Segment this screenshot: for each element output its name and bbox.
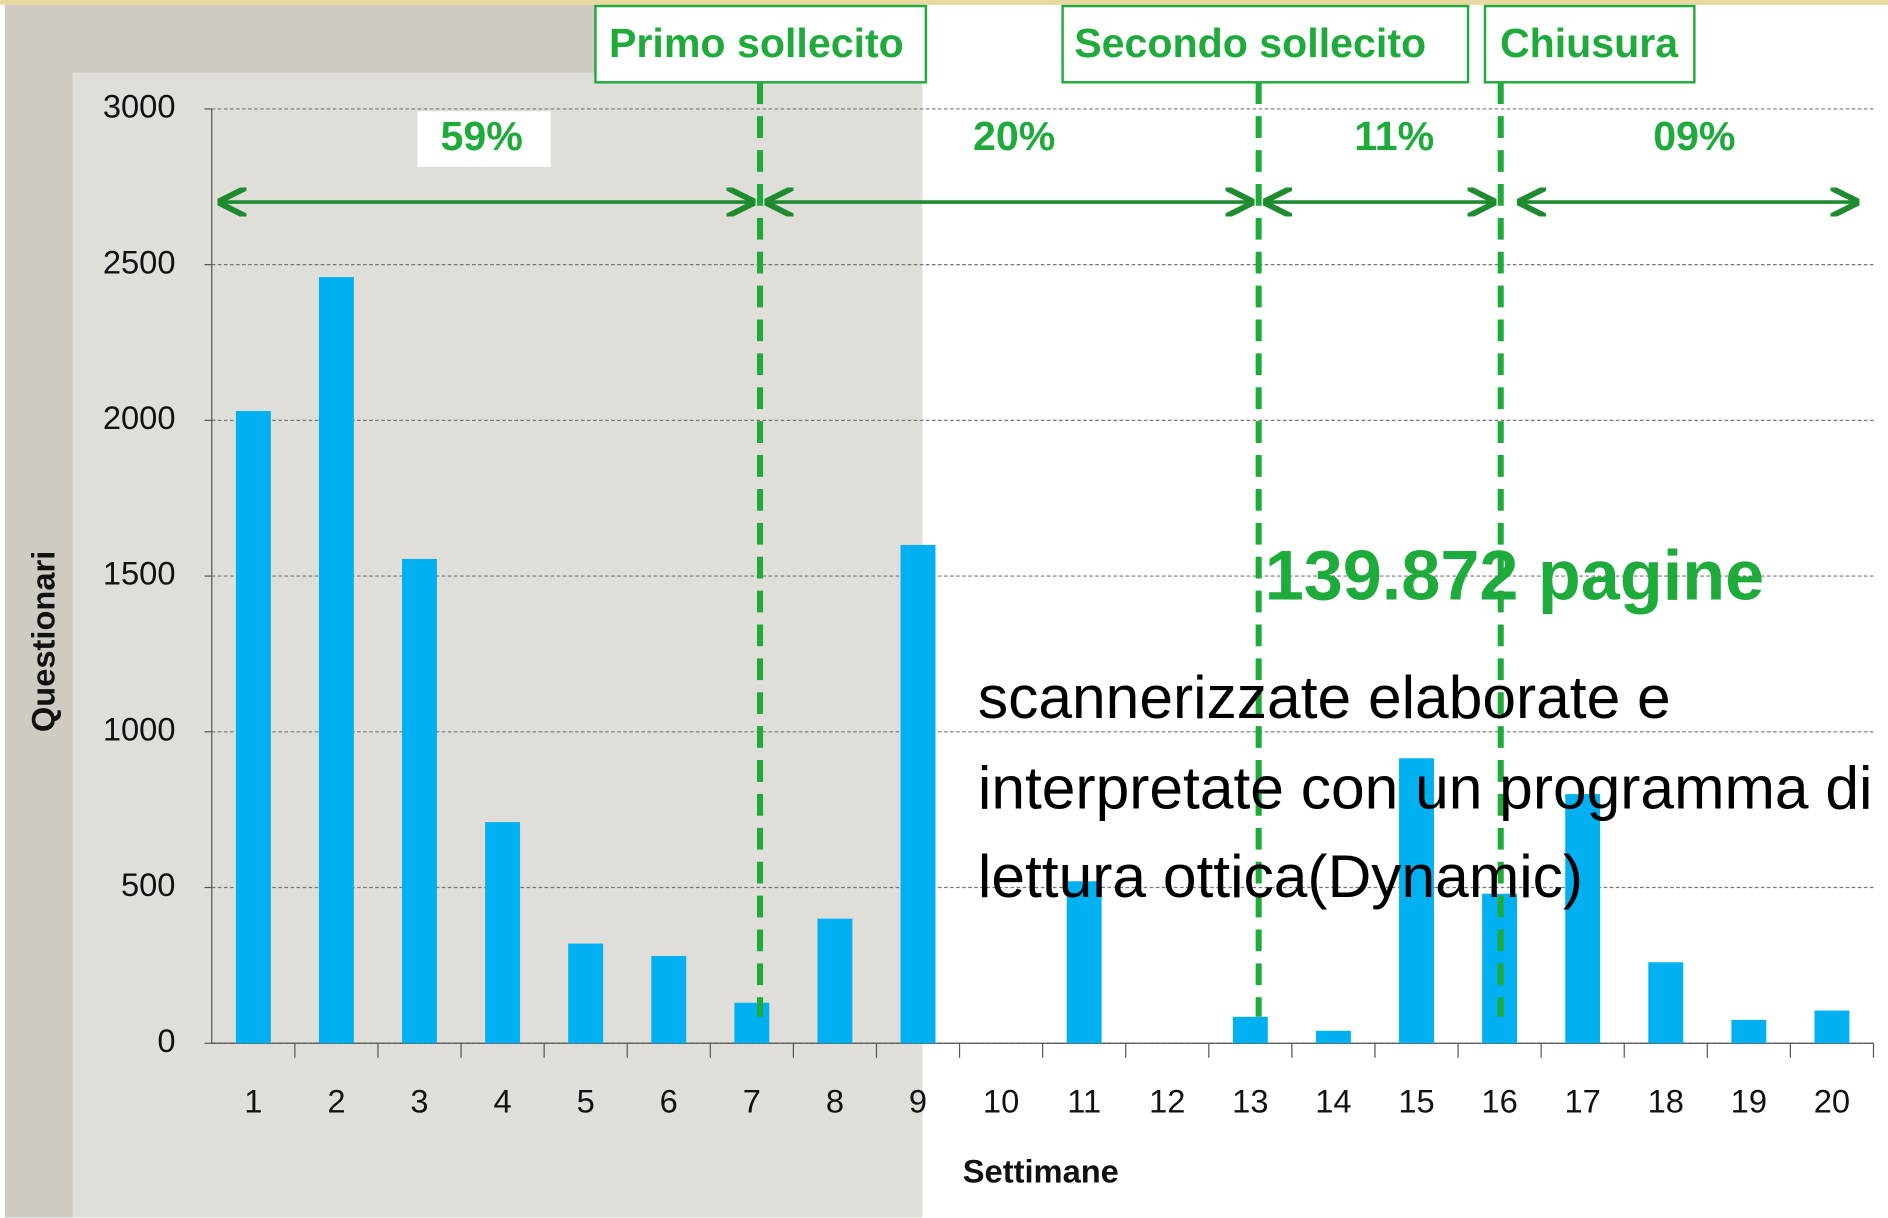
description-line: interpretate con un programma di [978,754,1873,822]
bar [817,918,853,1044]
bar [900,544,936,1044]
y-tick-label: 2000 [103,399,176,436]
x-tick-label: 10 [983,1082,1019,1119]
top-strip [0,0,1888,5]
x-tick-label: 8 [826,1082,844,1119]
bar [1648,962,1684,1044]
y-tick-label: 0 [157,1022,175,1059]
share-label: 20% [973,113,1055,159]
bar [1565,794,1601,1044]
share-label: 59% [441,113,523,159]
bar [651,956,687,1044]
x-tick-label: 1 [244,1082,262,1119]
x-tick-label: 20 [1814,1082,1850,1119]
phase-markers [757,82,1504,1017]
x-tick-label: 9 [909,1082,927,1119]
description-line: scannerizzate elaborate e [978,663,1671,731]
y-tick-label: 1500 [103,555,176,592]
phase-label: Secondo sollecito [1074,20,1426,66]
x-tick-label: 5 [577,1082,595,1119]
x-tick-label: 17 [1565,1082,1601,1119]
x-axis-label: Settimane [963,1153,1119,1190]
bar [1232,1016,1268,1044]
x-tick-label: 16 [1481,1082,1517,1119]
x-tick-label: 13 [1232,1082,1268,1119]
x-tick-label: 4 [494,1082,512,1119]
phase-label: Chiusura [1500,20,1679,66]
bar [1066,881,1102,1044]
description-line: lettura ottica(Dynamic) [978,842,1583,910]
share-label: 11% [1354,113,1434,159]
bar [235,411,271,1044]
share-bg [1627,111,1761,168]
phase-box [1061,4,1470,84]
phase-box [1483,4,1696,84]
x-tick-label: 15 [1398,1082,1434,1119]
bar [1814,1010,1850,1044]
bar [485,822,521,1044]
share-bg [944,111,1090,168]
share-label: 09% [1653,113,1735,159]
bar [734,1002,770,1044]
x-tick-label: 14 [1315,1082,1351,1119]
y-tick-label: 500 [121,866,176,903]
bar [318,277,354,1044]
x-tick-label: 3 [410,1082,428,1119]
bar [1731,1019,1767,1044]
x-tick-label: 7 [743,1082,761,1119]
phase-box [594,4,928,84]
highlight: 139.872 pagine [1265,535,1764,614]
x-tick-label: 2 [327,1082,345,1119]
x-tick-label: 11 [1067,1082,1101,1119]
share-bg [1331,111,1465,168]
background-photo-light [72,72,923,1218]
y-tick-label: 3000 [103,88,176,125]
share-bg [417,111,551,168]
bar [1315,1030,1351,1044]
x-tick-label: 18 [1648,1082,1684,1119]
y-tick-label: 2500 [103,243,176,280]
phase-label: Primo sollecito [609,20,904,66]
y-axis-label: Questionari [25,551,62,732]
x-tick-label: 19 [1731,1082,1767,1119]
bar [402,558,437,1044]
x-tick-label: 6 [660,1082,678,1119]
bar [1399,758,1434,1044]
x-tick-label: 12 [1149,1082,1185,1119]
y-tick-label: 1000 [103,710,176,747]
bar [568,943,604,1044]
